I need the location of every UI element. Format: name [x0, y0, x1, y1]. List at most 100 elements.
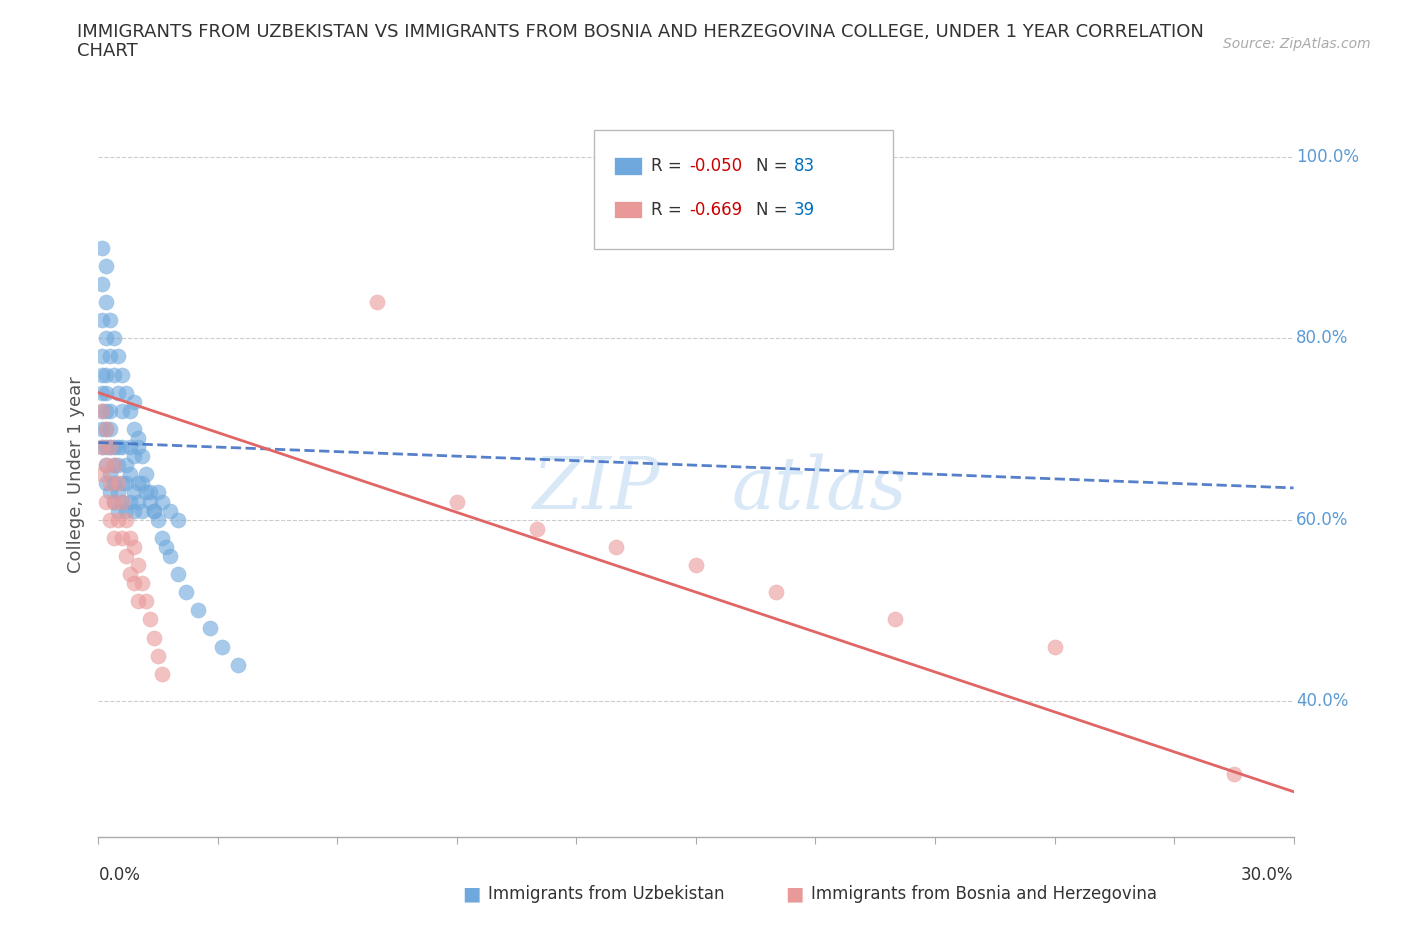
- Point: [120, 494, 142, 509]
- Point: [124, 503, 146, 518]
- Point: [150, 666, 173, 681]
- Point: [91, 367, 114, 382]
- Point: [96, 458, 118, 472]
- Point: [98, 312, 122, 327]
- Text: N =: N =: [756, 157, 793, 175]
- Point: [139, 485, 162, 500]
- Point: [107, 485, 129, 500]
- Point: [131, 476, 153, 491]
- Point: [107, 440, 129, 455]
- Point: [111, 404, 134, 418]
- Point: [91, 467, 114, 482]
- Point: [148, 648, 170, 663]
- Point: [107, 349, 129, 364]
- FancyBboxPatch shape: [613, 201, 643, 219]
- Point: [91, 440, 114, 455]
- Point: [103, 458, 125, 472]
- Text: 80.0%: 80.0%: [1296, 329, 1348, 347]
- Point: [91, 276, 114, 291]
- Point: [111, 440, 134, 455]
- Point: [103, 458, 125, 472]
- Point: [111, 494, 134, 509]
- Point: [159, 503, 181, 518]
- FancyBboxPatch shape: [613, 157, 643, 175]
- Point: [1222, 766, 1246, 781]
- Point: [96, 476, 118, 491]
- Point: [124, 576, 146, 591]
- Point: [115, 549, 138, 564]
- Point: [131, 576, 153, 591]
- Point: [103, 440, 125, 455]
- Point: [98, 404, 122, 418]
- FancyBboxPatch shape: [595, 130, 893, 249]
- Text: Source: ZipAtlas.com: Source: ZipAtlas.com: [1223, 37, 1371, 51]
- Point: [526, 521, 548, 536]
- Point: [103, 367, 125, 382]
- Point: [91, 240, 114, 255]
- Point: [127, 476, 149, 491]
- Point: [96, 385, 118, 400]
- Point: [143, 503, 166, 518]
- Text: 60.0%: 60.0%: [1296, 511, 1348, 528]
- Point: [765, 585, 787, 600]
- Point: [91, 421, 114, 436]
- Point: [96, 259, 118, 273]
- Text: -0.669: -0.669: [689, 201, 742, 219]
- Point: [148, 512, 170, 527]
- Point: [174, 585, 197, 600]
- Point: [115, 385, 138, 400]
- Point: [198, 621, 221, 636]
- Point: [107, 503, 129, 518]
- Point: [111, 367, 134, 382]
- Point: [131, 448, 153, 463]
- Point: [120, 566, 142, 581]
- Point: [96, 494, 118, 509]
- Point: [111, 530, 134, 545]
- Point: [155, 539, 177, 554]
- Point: [98, 349, 122, 364]
- Point: [685, 557, 707, 572]
- Point: [226, 658, 249, 672]
- Point: [107, 476, 129, 491]
- Text: ■: ■: [785, 884, 804, 903]
- Point: [98, 421, 122, 436]
- Point: [120, 530, 142, 545]
- Text: 83: 83: [794, 157, 815, 175]
- Point: [143, 631, 166, 645]
- Point: [127, 594, 149, 609]
- Point: [167, 566, 190, 581]
- Point: [91, 349, 114, 364]
- Point: [91, 404, 114, 418]
- Point: [96, 421, 118, 436]
- Point: [120, 467, 142, 482]
- Point: [148, 485, 170, 500]
- Point: [124, 448, 146, 463]
- Point: [139, 612, 162, 627]
- Text: 40.0%: 40.0%: [1296, 692, 1348, 710]
- Point: [115, 512, 138, 527]
- Text: ■: ■: [461, 884, 481, 903]
- Point: [139, 494, 162, 509]
- Text: R =: R =: [651, 201, 686, 219]
- Point: [135, 485, 157, 500]
- Text: N =: N =: [756, 201, 793, 219]
- Text: Immigrants from Uzbekistan: Immigrants from Uzbekistan: [488, 884, 724, 903]
- Point: [124, 485, 146, 500]
- Text: 30.0%: 30.0%: [1241, 866, 1294, 884]
- Text: ZIP: ZIP: [533, 454, 661, 525]
- Point: [111, 494, 134, 509]
- Point: [103, 331, 125, 346]
- Point: [124, 539, 146, 554]
- Text: -0.050: -0.050: [689, 157, 742, 175]
- Point: [98, 440, 122, 455]
- Point: [446, 494, 468, 509]
- Point: [167, 512, 190, 527]
- Point: [98, 467, 122, 482]
- Point: [120, 440, 142, 455]
- Point: [127, 494, 149, 509]
- Point: [143, 503, 166, 518]
- Point: [107, 385, 129, 400]
- Point: [96, 367, 118, 382]
- Text: 39: 39: [794, 201, 815, 219]
- Point: [127, 557, 149, 572]
